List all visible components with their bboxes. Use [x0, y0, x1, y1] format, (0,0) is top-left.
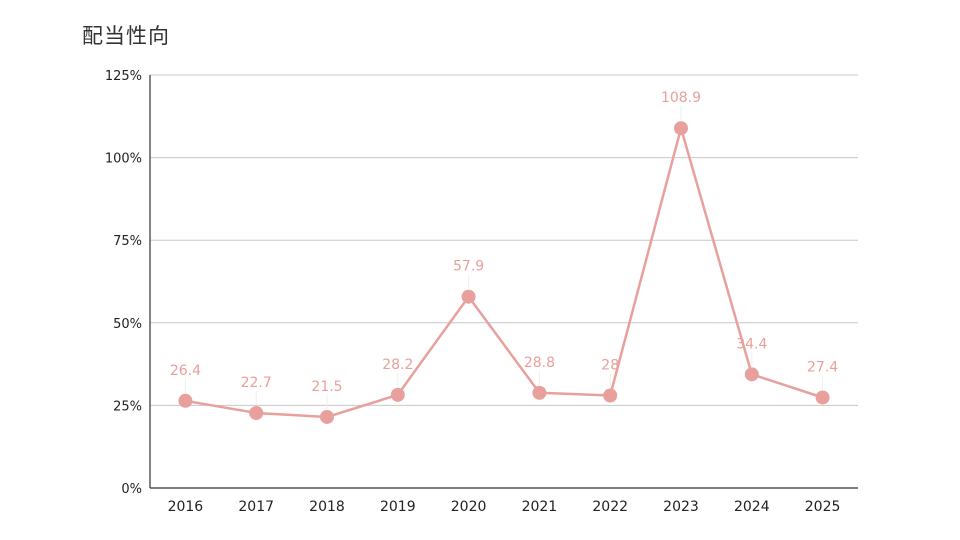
data-label: 57.9 — [453, 259, 484, 275]
y-tick-label: 75% — [113, 234, 142, 249]
y-tick-label: 100% — [105, 152, 142, 167]
data-point — [603, 388, 618, 403]
data-label: 108.9 — [661, 90, 701, 106]
x-axis-ticks: 2016 2017 2018 2019 2020 2021 2022 2023 2024 2025 — [168, 499, 841, 515]
data-point — [390, 387, 405, 402]
y-tick-label: 25% — [113, 399, 142, 414]
data-label: 26.4 — [170, 363, 201, 379]
x-tick-label: 2024 — [734, 499, 770, 515]
y-axis-ticks: 0% 25% 50% 75% 100% 125% — [105, 69, 142, 497]
data-label: 28 — [601, 357, 619, 373]
data-label: 27.4 — [807, 359, 838, 375]
data-points — [178, 121, 830, 424]
data-point — [815, 390, 830, 405]
grid-lines — [150, 74, 858, 406]
data-point — [744, 367, 759, 382]
data-labels: 26.4 22.7 21.5 28.2 57.9 28.8 28 108.9 34.4 27.4 — [170, 90, 838, 409]
data-point — [249, 405, 264, 420]
x-tick-label: 2023 — [663, 499, 699, 515]
y-tick-label: 125% — [105, 69, 142, 84]
x-tick-label: 2017 — [238, 499, 274, 515]
data-point — [674, 121, 688, 136]
y-tick-label: 0% — [121, 482, 142, 497]
x-tick-label: 2022 — [592, 499, 628, 515]
data-point — [461, 289, 476, 304]
x-tick-label: 2025 — [805, 499, 841, 515]
data-label: 28.8 — [524, 355, 555, 371]
x-tick-label: 2016 — [168, 499, 204, 515]
x-tick-label: 2018 — [309, 499, 345, 515]
data-label: 21.5 — [311, 379, 342, 395]
series-polyline — [185, 126, 823, 419]
x-tick-label: 2021 — [522, 499, 558, 515]
data-point — [532, 385, 547, 400]
axes — [149, 75, 858, 489]
data-point — [178, 393, 193, 408]
series-line — [185, 126, 823, 419]
data-label: 34.4 — [736, 336, 767, 352]
x-tick-label: 2019 — [380, 499, 416, 515]
y-tick-label: 50% — [113, 317, 142, 332]
data-point — [320, 409, 334, 424]
data-label: 28.2 — [382, 357, 413, 373]
data-label: 22.7 — [241, 375, 272, 391]
x-tick-label: 2020 — [451, 499, 487, 515]
chart-title: 配当性向 — [82, 24, 170, 48]
